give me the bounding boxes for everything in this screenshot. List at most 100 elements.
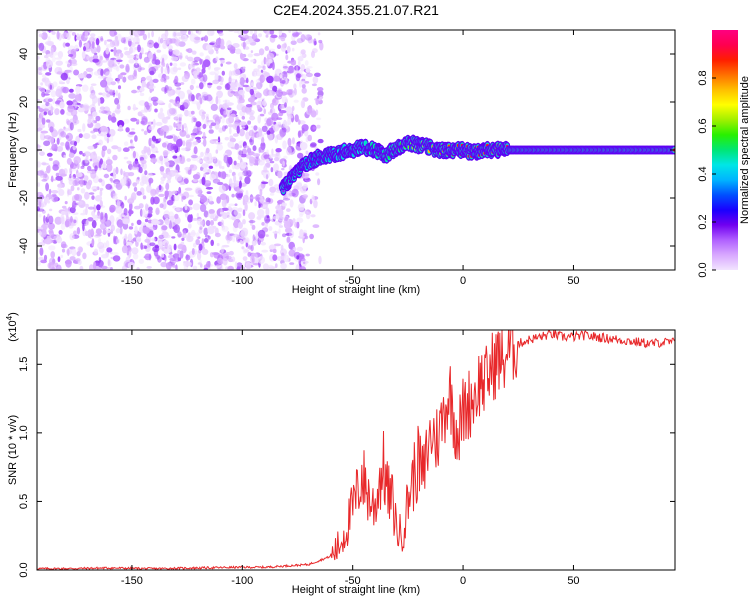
noise-speckle — [74, 44, 79, 51]
noise-speckle — [77, 128, 82, 133]
noise-speckle — [196, 85, 200, 89]
noise-speckle — [37, 30, 41, 34]
noise-speckle — [100, 211, 104, 220]
noise-speckle — [247, 97, 255, 103]
noise-speckle — [110, 224, 116, 232]
noise-speckle — [71, 248, 77, 257]
noise-speckle — [123, 141, 129, 146]
noise-speckle — [79, 178, 84, 188]
noise-speckle — [221, 245, 225, 254]
noise-speckle — [61, 205, 67, 209]
noise-speckle — [75, 119, 80, 124]
noise-speckle — [104, 219, 112, 227]
noise-speckle — [113, 31, 118, 36]
noise-speckle — [50, 90, 57, 98]
noise-speckle — [94, 165, 98, 172]
noise-speckle — [237, 207, 243, 212]
noise-speckle — [204, 234, 210, 238]
noise-speckle — [144, 203, 149, 212]
noise-speckle — [151, 30, 155, 38]
noise-speckle — [263, 108, 267, 115]
noise-speckle — [40, 175, 45, 178]
noise-speckle — [181, 75, 189, 83]
noise-speckle — [96, 45, 101, 53]
noise-speckle — [104, 71, 112, 80]
noise-speckle — [42, 210, 46, 214]
noise-speckle — [201, 111, 206, 115]
noise-speckle — [146, 75, 152, 81]
noise-speckle — [104, 40, 107, 46]
noise-speckle — [38, 231, 42, 236]
noise-speckle — [166, 109, 173, 117]
noise-speckle — [192, 218, 199, 221]
noise-speckle — [64, 201, 68, 205]
noise-speckle — [299, 257, 306, 262]
noise-speckle — [80, 188, 86, 194]
noise-speckle — [261, 136, 265, 144]
noise-speckle — [43, 254, 48, 261]
noise-speckle — [90, 33, 96, 38]
noise-speckle — [116, 238, 121, 244]
noise-speckle — [115, 90, 119, 97]
noise-speckle — [154, 244, 160, 249]
noise-speckle — [99, 200, 103, 208]
noise-speckle — [203, 210, 209, 218]
noise-speckle — [77, 73, 85, 79]
noise-speckle — [268, 90, 276, 96]
noise-speckle — [65, 259, 72, 268]
noise-speckle — [130, 166, 139, 170]
noise-speckle — [312, 76, 319, 84]
noise-speckle — [201, 248, 209, 255]
noise-speckle — [107, 258, 111, 267]
noise-speckle — [310, 214, 316, 218]
noise-speckle — [255, 70, 262, 77]
noise-speckle — [140, 159, 147, 164]
noise-speckle — [201, 113, 206, 120]
noise-speckle — [41, 179, 48, 182]
noise-speckle — [127, 247, 133, 252]
noise-speckle — [247, 251, 252, 257]
noise-speckle — [282, 43, 286, 49]
noise-speckle — [272, 99, 276, 104]
noise-speckle — [218, 127, 224, 133]
noise-speckle — [295, 73, 301, 82]
noise-speckle — [205, 186, 214, 190]
noise-speckle — [233, 220, 239, 229]
noise-speckle — [118, 124, 123, 132]
noise-speckle — [128, 146, 135, 149]
noise-speckle — [113, 193, 118, 197]
noise-speckle — [65, 218, 72, 227]
noise-speckle — [231, 193, 235, 198]
noise-speckle — [38, 87, 45, 91]
noise-speckle — [215, 56, 219, 62]
noise-speckle — [258, 146, 262, 154]
noise-speckle — [60, 72, 68, 81]
noise-speckle — [127, 233, 133, 242]
noise-speckle — [52, 164, 59, 171]
noise-speckle — [37, 117, 42, 127]
noise-speckle — [219, 82, 223, 86]
noise-speckle — [264, 46, 269, 51]
noise-speckle — [190, 78, 196, 85]
noise-speckle — [229, 46, 236, 54]
noise-speckle — [205, 220, 211, 227]
noise-speckle — [285, 191, 293, 198]
noise-speckle — [313, 38, 317, 46]
noise-speckle — [88, 192, 95, 195]
noise-speckle — [295, 264, 301, 270]
noise-speckle — [127, 36, 134, 42]
noise-speckle — [289, 199, 294, 208]
noise-speckle — [100, 79, 108, 88]
noise-speckle — [278, 30, 283, 36]
noise-speckle — [285, 216, 288, 222]
noise-speckle — [120, 168, 123, 176]
noise-speckle — [245, 131, 250, 140]
noise-speckle — [201, 116, 205, 122]
noise-speckle — [254, 30, 257, 36]
noise-speckle — [100, 265, 108, 270]
noise-speckle — [177, 257, 182, 262]
noise-speckle — [56, 137, 60, 145]
noise-speckle — [220, 59, 225, 64]
noise-speckle — [273, 163, 279, 173]
noise-speckle — [107, 114, 112, 121]
